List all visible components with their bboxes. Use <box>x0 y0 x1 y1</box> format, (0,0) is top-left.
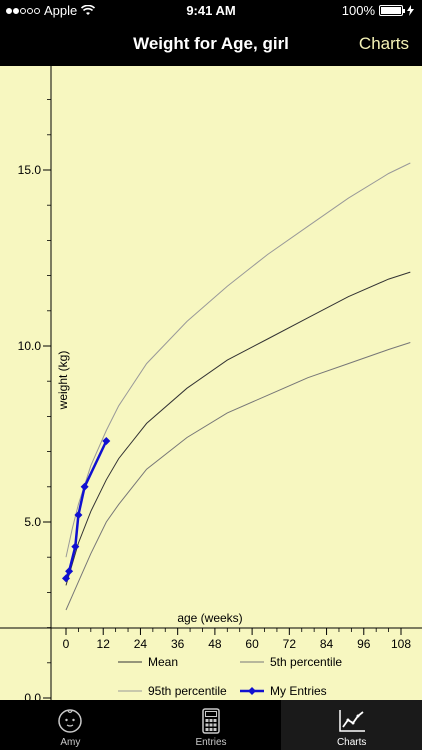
carrier-name: Apple <box>44 3 78 18</box>
tab-entries[interactable]: Entries <box>141 700 282 750</box>
charts-nav-button[interactable]: Charts <box>358 34 409 53</box>
wifi-icon <box>81 5 96 15</box>
entry-point <box>102 437 111 446</box>
x-tick-label: 84 <box>320 637 334 651</box>
navigation-bar: Weight for Age, girl Charts <box>0 22 422 66</box>
tab-label: Charts <box>336 737 367 748</box>
legend-label: 95th percentile <box>148 684 227 698</box>
legend-label: 5th percentile <box>270 655 342 669</box>
charging-bolt-icon <box>407 5 414 16</box>
baby-face-icon <box>58 709 83 733</box>
weight-chart: 0.0 5.0 10.0 15.0 0 12 24 36 48 60 72 84 96 108 age (w… <box>0 66 422 700</box>
page-title: Weight for Age, girl <box>133 34 289 53</box>
x-tick-label: 108 <box>391 637 411 651</box>
entry-point <box>74 510 83 519</box>
legend-marker <box>248 687 256 695</box>
x-tick-label: 36 <box>171 637 185 651</box>
x-tick-label: 60 <box>245 637 259 651</box>
status-bar: Apple 9:41 AM 100% <box>0 0 422 22</box>
x-tick-label: 12 <box>97 637 111 651</box>
entry-point <box>80 482 89 491</box>
x-tick-label: 96 <box>357 637 371 651</box>
y-axis-label: weight (kg) <box>56 351 70 411</box>
chart-area: 0.0 5.0 10.0 15.0 0 12 24 36 48 60 72 84 96 108 age (w… <box>0 66 422 700</box>
chart-icon <box>338 710 365 732</box>
x-axis-label: age (weeks) <box>177 611 242 625</box>
entry-point <box>71 542 80 551</box>
battery-percentage: 100% <box>341 3 375 18</box>
series-line-3 <box>64 440 108 579</box>
tab-amy[interactable]: Amy <box>0 700 141 750</box>
y-tick-label: 10.0 <box>18 339 42 353</box>
x-tick-label: 24 <box>134 637 148 651</box>
y-tick-label: 0.0 <box>24 691 41 700</box>
status-right: 100% <box>342 3 414 18</box>
tab-charts[interactable]: Charts <box>281 700 422 750</box>
tab-label: Entries <box>195 737 227 748</box>
battery-icon <box>379 5 405 16</box>
series-line-1 <box>65 342 411 611</box>
tab-label: Amy <box>60 737 81 748</box>
series-line-2 <box>65 162 411 558</box>
calculator-icon <box>202 708 220 734</box>
legend-label: My Entries <box>270 684 327 698</box>
series-line-0 <box>65 271 411 586</box>
entry-point <box>62 574 70 583</box>
x-tick-label: 72 <box>283 637 297 651</box>
tab-bar: Amy Entries Charts <box>0 700 422 750</box>
y-tick-label: 15.0 <box>18 163 42 177</box>
status-time: 9:41 AM <box>186 3 236 18</box>
status-left: Apple <box>6 3 96 18</box>
signal-strength-icon <box>6 7 40 14</box>
legend-label: Mean <box>148 655 178 669</box>
entry-point <box>65 567 74 576</box>
x-tick-label: 0 <box>63 637 70 651</box>
y-tick-label: 5.0 <box>24 515 41 529</box>
x-tick-label: 48 <box>208 637 222 651</box>
